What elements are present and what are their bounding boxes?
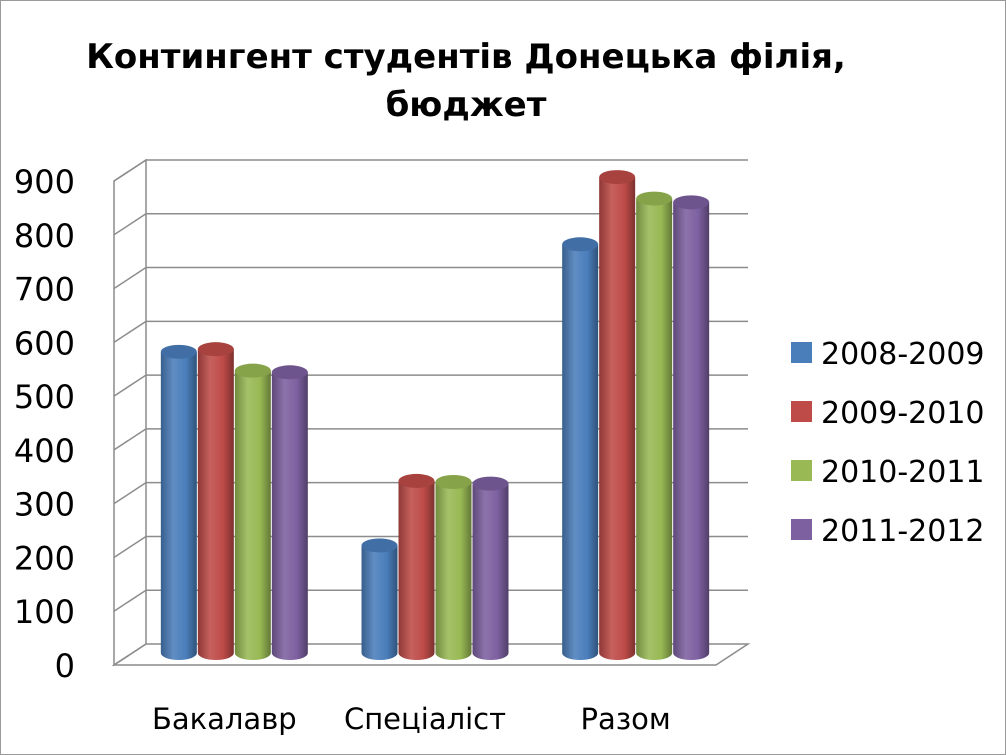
chart-title-line-2: бюджет <box>385 85 547 125</box>
legend-item: 2008-2009 <box>791 337 985 372</box>
y-tick-label: 600 <box>14 324 75 362</box>
gridline <box>113 159 748 182</box>
y-tick-label: 100 <box>14 593 75 631</box>
gridline <box>113 535 748 559</box>
bar <box>472 476 509 660</box>
bar <box>361 538 398 660</box>
legend-swatch <box>791 401 812 422</box>
legend-label: 2009-2010 <box>821 396 985 431</box>
y-tick-label: 200 <box>14 539 75 577</box>
gridline <box>113 428 748 451</box>
y-tick-label: 300 <box>14 486 75 524</box>
legend-swatch <box>791 519 812 540</box>
side-wall <box>113 158 147 667</box>
x-tick-label: Разом <box>581 702 671 736</box>
legend-item: 2011-2012 <box>791 514 985 549</box>
legend-item: 2009-2010 <box>791 396 985 431</box>
y-tick-label: 0 <box>55 647 75 685</box>
bar <box>562 237 599 660</box>
gridline <box>113 481 748 505</box>
y-tick-label: 900 <box>14 163 75 201</box>
chart-title-line-1: Контингент студентів Донецька філія, <box>86 37 846 77</box>
legend-label: 2010-2011 <box>821 455 985 490</box>
bar <box>673 195 710 660</box>
bar <box>234 363 271 660</box>
x-tick-label: Бакалавр <box>152 702 297 736</box>
bar <box>160 344 197 660</box>
y-tick-label: 700 <box>14 271 75 309</box>
gridline <box>113 266 748 290</box>
gridline <box>113 374 748 397</box>
legend-label: 2008-2009 <box>821 337 985 372</box>
bar <box>271 365 308 660</box>
gridline <box>113 213 748 236</box>
bar <box>398 473 435 660</box>
y-tick-label: 500 <box>14 378 75 416</box>
bar <box>435 474 472 660</box>
legend-swatch <box>791 342 812 363</box>
legend-item: 2010-2011 <box>791 455 985 490</box>
bar <box>197 342 234 660</box>
gridline <box>113 320 748 343</box>
bar <box>636 191 673 661</box>
floor <box>111 643 751 666</box>
bar <box>599 170 636 661</box>
gridline <box>113 589 748 612</box>
x-tick-label: Спеціаліст <box>344 702 506 736</box>
y-tick-label: 400 <box>14 432 75 470</box>
legend-swatch <box>791 460 812 481</box>
legend-label: 2011-2012 <box>821 514 985 549</box>
y-tick-label: 800 <box>14 217 75 255</box>
